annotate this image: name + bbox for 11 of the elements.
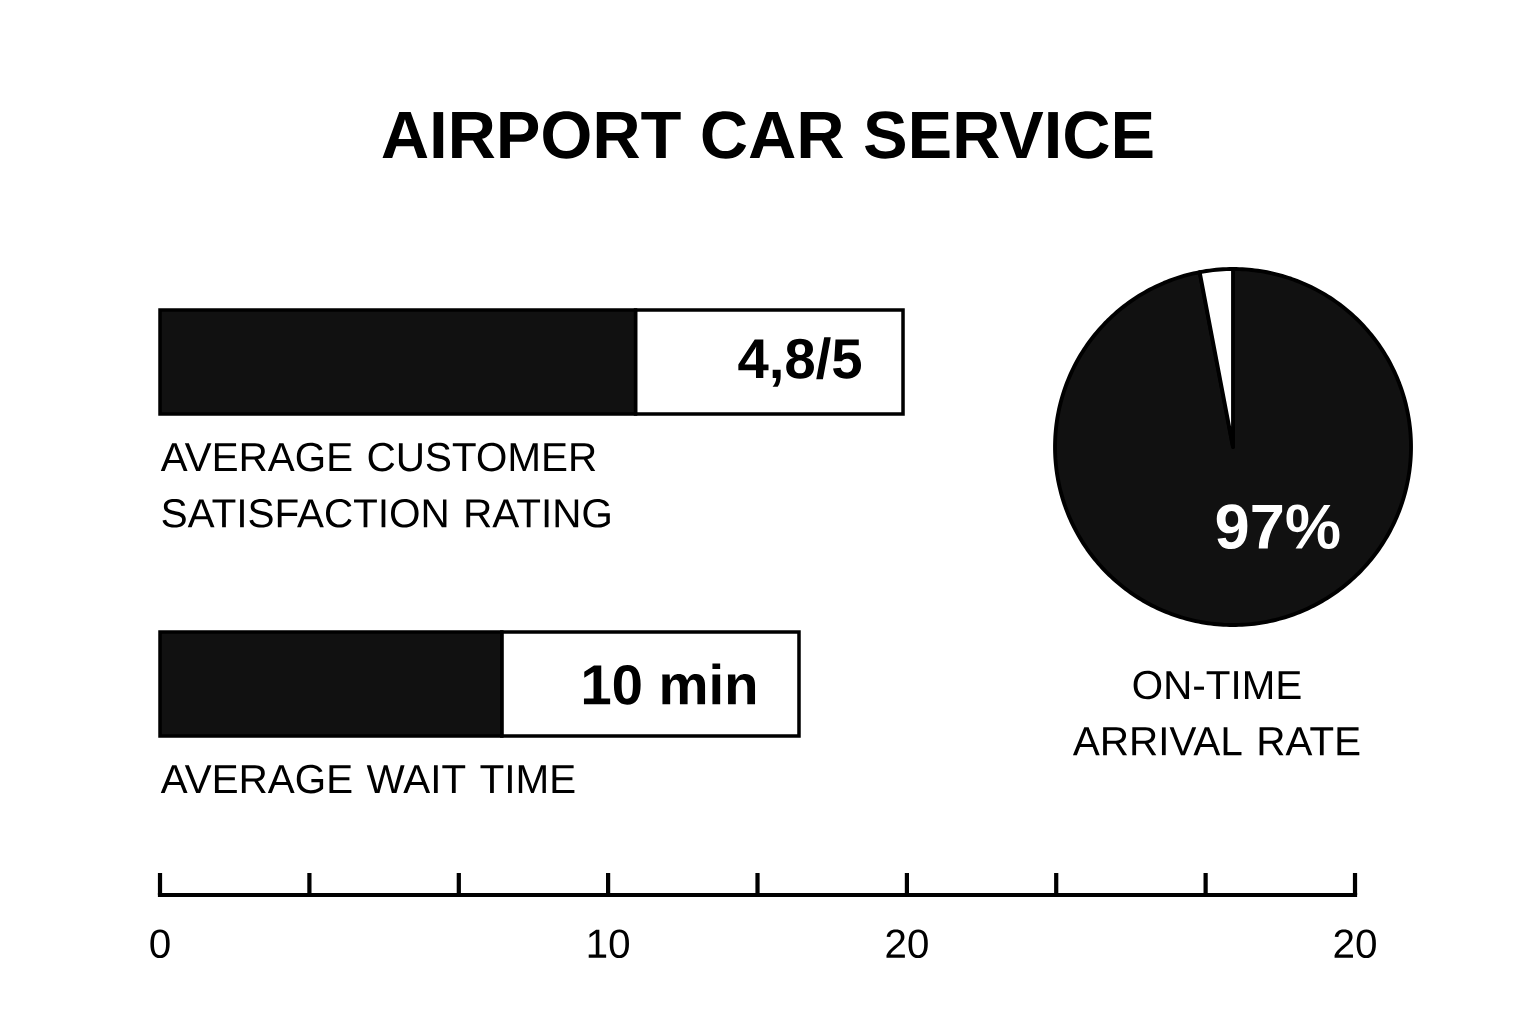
y-tick-label: AVERAGE CUSTOMER SATISFACTION RATING <box>160 442 610 528</box>
y-tick-label: AVERAGE WAIT TIME <box>160 764 575 794</box>
chart-title: AIRPORT CAR SERVICE <box>382 111 1153 159</box>
text: 20 <box>1334 929 1376 959</box>
data-label: 97% <box>1216 504 1340 550</box>
text: 20 <box>886 929 928 959</box>
annotation: 4,8/5 <box>738 337 862 387</box>
text: 0 <box>150 929 170 959</box>
text: 10 <box>588 929 629 959</box>
annotation: 10 min <box>583 663 756 705</box>
text: ON-TIME ARRIVAL RATE <box>1072 670 1360 756</box>
